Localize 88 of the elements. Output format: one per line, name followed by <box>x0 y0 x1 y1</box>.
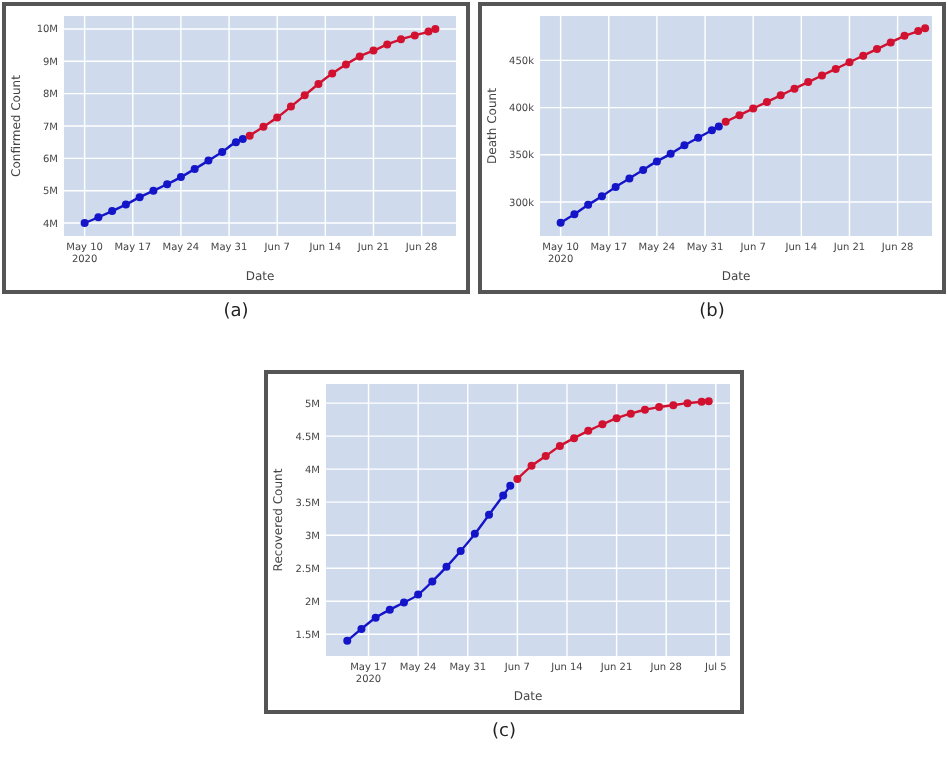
text: (c) <box>492 722 516 742</box>
point <box>640 405 649 414</box>
point <box>424 27 433 36</box>
point <box>121 200 130 209</box>
point <box>190 165 199 174</box>
text: (a) <box>223 302 249 322</box>
point <box>385 605 394 614</box>
point <box>341 60 350 69</box>
point <box>204 156 213 165</box>
point <box>343 636 352 645</box>
point <box>762 97 771 106</box>
point <box>625 174 634 183</box>
point <box>176 173 185 182</box>
point <box>556 218 565 227</box>
point <box>94 213 103 222</box>
point <box>598 420 607 429</box>
point <box>431 24 440 33</box>
point <box>886 38 895 47</box>
point <box>555 442 564 451</box>
point <box>300 91 309 100</box>
point <box>470 529 479 538</box>
point <box>735 111 744 120</box>
point <box>273 113 282 122</box>
point <box>612 414 621 423</box>
point <box>399 598 408 607</box>
point <box>371 613 380 622</box>
point <box>541 451 550 460</box>
point <box>707 126 716 135</box>
point <box>914 27 923 36</box>
point <box>652 157 661 166</box>
point <box>831 64 840 73</box>
point <box>286 102 295 111</box>
point <box>714 122 723 131</box>
point <box>804 78 813 87</box>
point <box>108 207 117 216</box>
point <box>680 141 689 150</box>
point <box>314 79 323 88</box>
point <box>428 577 437 586</box>
point <box>396 35 405 44</box>
point <box>776 91 785 100</box>
point <box>921 24 930 33</box>
point <box>639 165 648 174</box>
point <box>584 200 593 209</box>
point <box>513 475 522 484</box>
text: (b) <box>699 302 725 322</box>
point <box>383 40 392 49</box>
point <box>442 562 451 571</box>
point <box>410 31 419 40</box>
point <box>817 71 826 80</box>
point <box>355 52 364 61</box>
point <box>845 58 854 67</box>
point <box>655 403 664 412</box>
point <box>357 624 366 633</box>
point <box>80 219 89 228</box>
point <box>163 180 172 189</box>
point <box>238 134 247 143</box>
point <box>328 69 337 78</box>
point <box>859 51 868 60</box>
point <box>611 182 620 191</box>
point <box>669 401 678 410</box>
point <box>369 46 378 55</box>
point <box>135 193 144 202</box>
point <box>626 409 635 418</box>
point <box>231 138 240 147</box>
point <box>527 461 536 470</box>
point <box>697 397 706 406</box>
point <box>570 434 579 443</box>
point <box>704 397 713 406</box>
point <box>872 45 881 54</box>
point <box>749 104 758 113</box>
point <box>790 84 799 93</box>
point <box>506 481 515 490</box>
point <box>570 210 579 219</box>
point <box>597 192 606 201</box>
point <box>456 547 465 556</box>
point <box>414 590 423 599</box>
point <box>245 131 254 140</box>
point <box>694 133 703 142</box>
point <box>499 491 508 500</box>
point <box>900 31 909 40</box>
point <box>584 426 593 435</box>
point <box>259 122 268 131</box>
point <box>485 510 494 519</box>
point <box>149 186 158 195</box>
point <box>721 117 730 126</box>
point <box>218 147 227 156</box>
point <box>666 149 675 158</box>
point <box>683 399 692 408</box>
